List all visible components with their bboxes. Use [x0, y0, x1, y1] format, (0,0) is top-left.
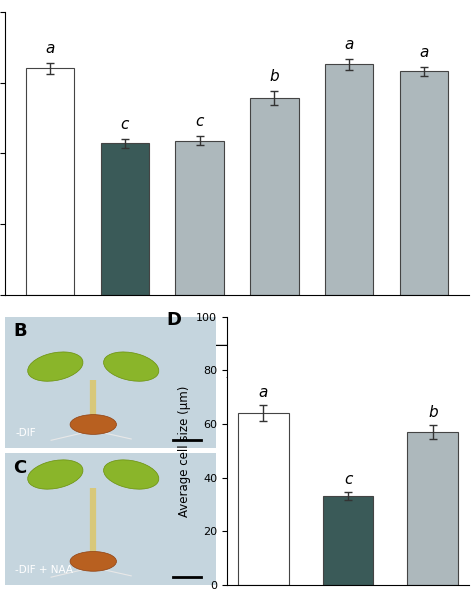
Ellipse shape [103, 460, 159, 489]
Text: 10: 10 [342, 317, 356, 327]
Text: -DIF + NAA (μM): -DIF + NAA (μM) [226, 371, 323, 384]
Text: 0.1: 0.1 [191, 317, 209, 327]
Text: a: a [345, 36, 354, 51]
Ellipse shape [27, 352, 83, 381]
Text: b: b [270, 69, 279, 84]
Ellipse shape [27, 460, 83, 489]
Bar [325, 64, 374, 294]
Text: c: c [121, 117, 129, 132]
Text: 0: 0 [121, 317, 128, 327]
Text: C: C [13, 458, 27, 477]
Text: a: a [46, 41, 55, 56]
Text: a: a [419, 45, 428, 60]
Ellipse shape [70, 415, 117, 435]
Text: 1: 1 [271, 317, 278, 327]
Text: 100: 100 [413, 317, 434, 327]
Ellipse shape [70, 552, 117, 571]
Bar [250, 98, 299, 294]
Ellipse shape [103, 352, 159, 381]
Text: -DIF: -DIF [15, 427, 36, 438]
Bar [323, 497, 374, 585]
Bar [100, 143, 149, 294]
Bar [238, 413, 289, 585]
Text: B: B [13, 322, 27, 340]
Bar [400, 71, 448, 294]
Text: b: b [428, 405, 438, 420]
Text: -DIF + NAA: -DIF + NAA [15, 565, 73, 574]
Y-axis label: Average cell size (μm): Average cell size (μm) [178, 385, 191, 516]
Bar [175, 140, 224, 294]
Text: c: c [344, 472, 352, 487]
Text: +DIF: +DIF [36, 317, 64, 327]
Text: a: a [259, 385, 268, 400]
Text: D: D [166, 311, 181, 329]
Bar [407, 432, 458, 585]
Text: c: c [195, 114, 204, 129]
Bar [26, 69, 74, 294]
